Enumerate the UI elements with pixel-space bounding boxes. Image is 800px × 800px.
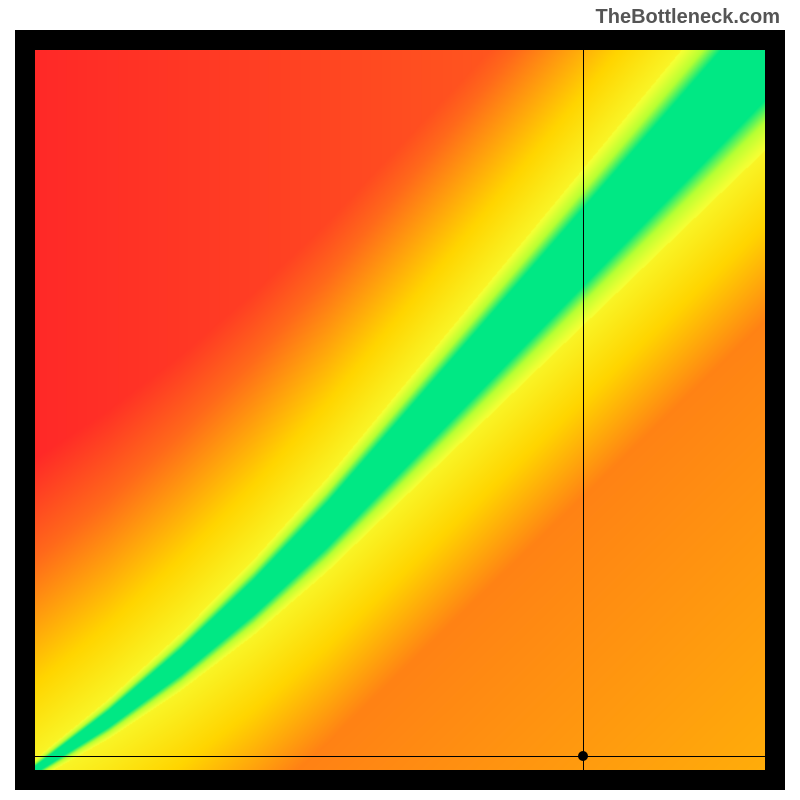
watermark-text: TheBottleneck.com [596,6,780,29]
crosshair-vertical [583,50,584,770]
crosshair-horizontal [35,756,765,757]
plot-area [35,50,765,770]
chart-frame [15,30,785,790]
heatmap-canvas [35,50,765,770]
crosshair-marker [578,751,588,761]
